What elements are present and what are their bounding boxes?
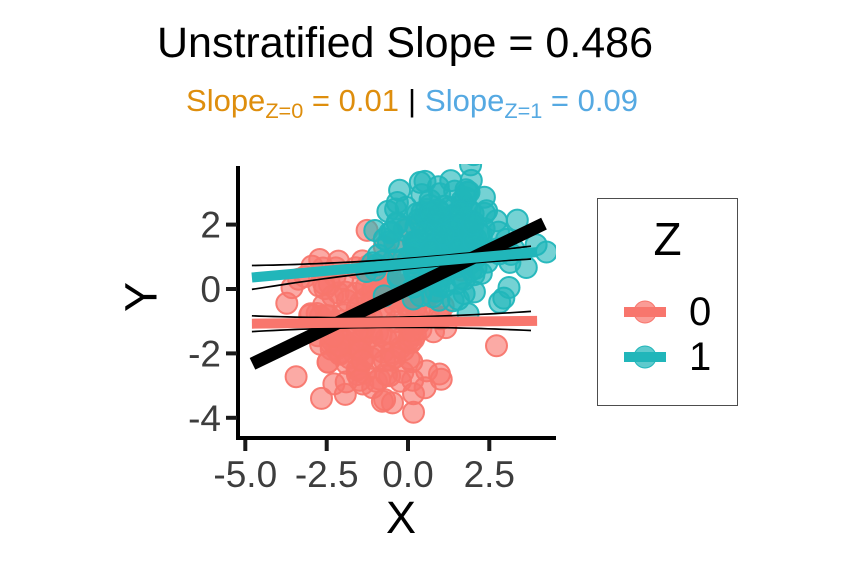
y-tick-label: 2: [200, 205, 221, 246]
legend-entry-label: 1: [689, 335, 712, 379]
fit-lines: [249, 217, 547, 370]
legend-title: Z: [653, 213, 682, 265]
y-tick-label: -2: [188, 333, 221, 374]
chart-subtitle: SlopeZ=0 = 0.01 | SlopeZ=1 = 0.09: [186, 83, 638, 124]
x-tick-label: -5.0: [213, 454, 277, 495]
subtitle-z1-subscript: Z=1: [504, 98, 543, 124]
legend-entry-label: 0: [689, 290, 712, 334]
legend-entry-z1: 1: [624, 335, 712, 379]
fit-line-Z1: [251, 245, 538, 291]
fit-line-unstratified: [249, 217, 547, 370]
ci-upper-outline: [251, 310, 532, 319]
subtitle-separator: |: [407, 83, 417, 118]
legend-key-z1-icon: [624, 345, 666, 369]
x-tick-label: -2.5: [295, 454, 359, 495]
fit-line-Z0: [251, 310, 538, 333]
subtitle-slope-z1: SlopeZ=1 = 0.09: [425, 83, 638, 124]
axes: -5.0 -2.5 0.0 2.5 2 0 -2 -4: [188, 166, 556, 495]
ci-lower-outline: [251, 326, 532, 333]
legend-entry-z0: 0: [624, 290, 712, 334]
subtitle-z0-subscript: Z=0: [265, 98, 304, 124]
x-tick-label: 0.0: [382, 454, 433, 495]
x-axis-title: X: [385, 492, 417, 543]
legend-key-z0-icon: [624, 300, 666, 324]
y-tick-label: -4: [188, 398, 221, 439]
y-tick-label: 0: [200, 269, 221, 310]
ci-lower-outline: [251, 258, 532, 291]
legend: Z 0 1: [597, 198, 738, 406]
y-axis-title: Y: [115, 281, 167, 313]
chart-title: Unstratified Slope = 0.486: [156, 19, 654, 67]
ci-upper-outline: [251, 245, 532, 267]
subtitle-slope-z0: SlopeZ=0 = 0.01: [186, 83, 399, 124]
x-tick-label: 2.5: [464, 454, 515, 495]
